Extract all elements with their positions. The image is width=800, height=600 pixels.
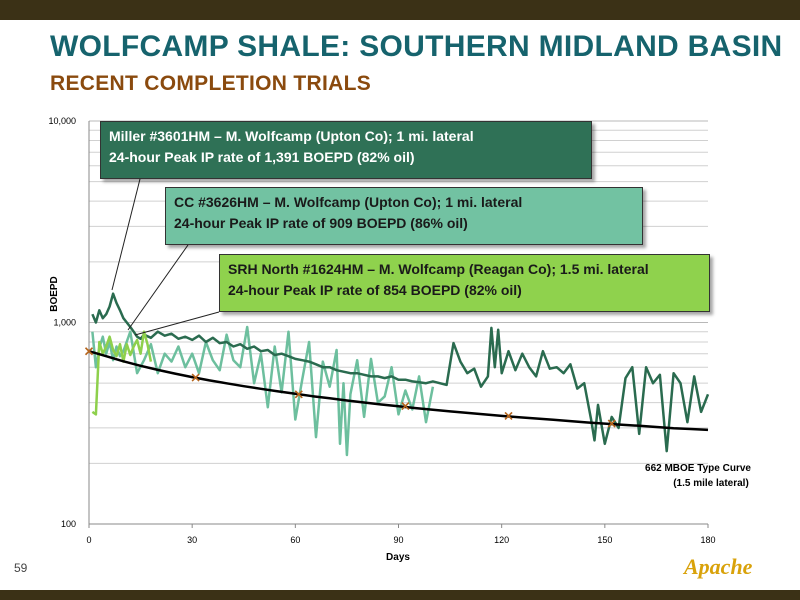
callout-miller-line1: Miller #3601HM – M. Wolfcamp (Upton Co);… (109, 128, 474, 144)
series-lines (84, 292, 710, 457)
type-curve-marker (191, 373, 200, 382)
x-tick-label: 60 (290, 535, 300, 545)
type-curve-marker (294, 390, 303, 399)
callout-leader-line (134, 311, 220, 336)
callout-srh-line2: 24-hour Peak IP rate of 854 BOEPD (82% o… (228, 282, 522, 298)
callout-miller: Miller #3601HM – M. Wolfcamp (Upton Co);… (100, 121, 592, 179)
page-subtitle: RECENT COMPLETION TRIALS (50, 72, 372, 95)
apache-logo: Apache (684, 554, 753, 579)
callout-cc-line1: CC #3626HM – M. Wolfcamp (Upton Co); 1 m… (174, 194, 523, 210)
callout-miller-line2: 24-hour Peak IP rate of 1,391 BOEPD (82%… (109, 149, 415, 165)
series-line-miller (91, 292, 710, 453)
top-bar (0, 0, 800, 20)
page-number: 59 (14, 561, 28, 575)
callout-leaders (111, 178, 220, 336)
x-tick-label: 0 (86, 535, 91, 545)
type-curve-label-line1: 662 MBOE Type Curve (645, 463, 751, 474)
x-tick-label: 120 (494, 535, 509, 545)
y-axis-label: BOEPD (49, 276, 60, 312)
callout-srh-line1: SRH North #1624HM – M. Wolfcamp (Reagan … (228, 261, 649, 277)
callout-cc-line2: 24-hour Peak IP rate of 909 BOEPD (86% o… (174, 215, 468, 231)
series-line-type_curve (88, 349, 709, 432)
x-tick-label: 90 (393, 535, 403, 545)
type-curve-marker (504, 411, 513, 420)
type-curve-marker (84, 347, 94, 356)
x-axis-label: Days (386, 552, 410, 563)
callout-leader-line (111, 178, 141, 291)
series-line-cc (91, 325, 435, 457)
page-title: WOLFCAMP SHALE: SOUTHERN MIDLAND BASIN (50, 30, 783, 63)
type-curve-marker (607, 419, 616, 428)
callout-srh: SRH North #1624HM – M. Wolfcamp (Reagan … (219, 254, 710, 312)
y-tick-label: 1,000 (53, 318, 76, 328)
y-tick-label: 100 (61, 519, 76, 529)
type-curve-marker (401, 401, 410, 411)
callout-cc: CC #3626HM – M. Wolfcamp (Upton Co); 1 m… (165, 187, 643, 245)
x-tick-label: 30 (187, 535, 197, 545)
chart-axes: 100 1,000 10,000 0 30 60 90 120 150 180 (48, 116, 715, 545)
type-curve-label-line2: (1.5 mile lateral) (673, 478, 749, 489)
y-tick-label: 10,000 (48, 116, 76, 126)
series-line-srh (91, 330, 153, 416)
bottom-bar (0, 590, 800, 600)
x-tick-label: 150 (597, 535, 612, 545)
x-tick-label: 180 (700, 535, 715, 545)
callout-leader-line (127, 244, 189, 331)
